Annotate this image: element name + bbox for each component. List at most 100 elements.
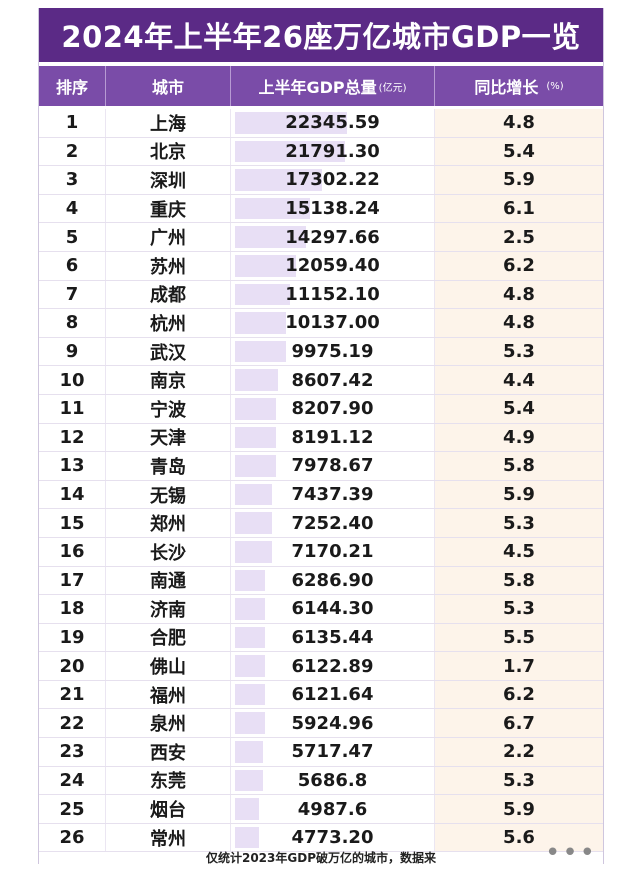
rank-cell: 14 xyxy=(39,480,106,509)
gdp-cell: 12059.40 xyxy=(231,251,435,280)
table-row: 9 武汉 9975.19 5.3 xyxy=(39,337,603,367)
gdp-value: 6144.30 xyxy=(291,598,374,620)
header-gdp: 上半年GDP总量 (亿元) xyxy=(231,66,435,106)
header-rank: 排序 xyxy=(39,66,106,106)
gdp-cell: 10137.00 xyxy=(231,309,435,337)
city-cell: 杭州 xyxy=(106,309,231,337)
rank-cell: 1 xyxy=(39,109,106,137)
gdp-cell: 14297.66 xyxy=(231,223,435,251)
gdp-bar xyxy=(235,340,286,363)
gdp-cell: 7437.39 xyxy=(231,480,435,509)
rank-cell: 24 xyxy=(39,766,106,795)
growth-cell: 4.8 xyxy=(435,280,603,309)
gdp-bar xyxy=(235,312,286,334)
table-row: 7 成都 11152.10 4.8 xyxy=(39,280,603,310)
gdp-value: 17302.22 xyxy=(285,169,380,191)
table-row: 22 泉州 5924.96 6.7 xyxy=(39,709,603,739)
gdp-value: 7170.21 xyxy=(291,541,374,563)
table-row: 14 无锡 7437.39 5.9 xyxy=(39,480,603,510)
growth-cell: 4.8 xyxy=(435,109,603,137)
header-city: 城市 xyxy=(106,66,231,106)
gdp-value: 6122.89 xyxy=(291,655,374,677)
header-rank-label: 排序 xyxy=(55,78,88,97)
city-cell: 无锡 xyxy=(106,480,231,509)
table-row: 3 深圳 17302.22 5.9 xyxy=(39,166,603,195)
city-cell: 武汉 xyxy=(106,337,231,366)
gdp-cell: 4987.6 xyxy=(231,795,435,823)
header-growth-unit: (%) xyxy=(546,80,564,92)
growth-cell: 5.8 xyxy=(435,566,603,595)
gdp-value: 6286.90 xyxy=(291,569,374,591)
gdp-value: 14297.66 xyxy=(285,226,380,248)
header-growth-label: 同比增长 xyxy=(474,78,539,97)
city-cell: 苏州 xyxy=(106,251,231,280)
gdp-bar xyxy=(235,483,272,506)
gdp-bar xyxy=(235,169,323,191)
rank-cell: 12 xyxy=(39,423,106,452)
gdp-value: 15138.24 xyxy=(285,198,380,220)
rank-cell: 9 xyxy=(39,337,106,366)
growth-cell: 5.8 xyxy=(435,452,603,480)
gdp-bar xyxy=(235,512,272,534)
gdp-value: 11152.10 xyxy=(285,283,380,305)
rank-cell: 8 xyxy=(39,309,106,337)
table-row: 12 天津 8191.12 4.9 xyxy=(39,423,603,453)
growth-cell: 5.3 xyxy=(435,766,603,795)
city-cell: 泉州 xyxy=(106,709,231,738)
gdp-cell: 8207.90 xyxy=(231,394,435,423)
gdp-bar xyxy=(235,283,290,306)
gdp-bar xyxy=(235,426,276,449)
city-cell: 南通 xyxy=(106,566,231,595)
table-row: 18 济南 6144.30 5.3 xyxy=(39,595,603,624)
gdp-cell: 8191.12 xyxy=(231,423,435,452)
rank-cell: 23 xyxy=(39,738,106,766)
gdp-table-card: 2024年上半年26座万亿城市GDP一览 排序 城市 上半年GDP总量 (亿元) … xyxy=(38,8,604,868)
table-row: 20 佛山 6122.89 1.7 xyxy=(39,652,603,681)
gdp-bar xyxy=(235,826,260,849)
growth-cell: 2.2 xyxy=(435,738,603,766)
gdp-bar xyxy=(235,140,345,163)
city-cell: 西安 xyxy=(106,738,231,766)
rank-cell: 22 xyxy=(39,709,106,738)
table-row: 21 福州 6121.64 6.2 xyxy=(39,680,603,710)
gdp-value: 6121.64 xyxy=(291,684,374,706)
gdp-cell: 6286.90 xyxy=(231,566,435,595)
gdp-cell: 7170.21 xyxy=(231,537,435,566)
table-row: 19 合肥 6135.44 5.5 xyxy=(39,623,603,653)
rank-cell: 19 xyxy=(39,623,106,652)
table-row: 25 烟台 4987.6 5.9 xyxy=(39,795,603,824)
gdp-value: 9975.19 xyxy=(291,341,374,363)
table-row: 8 杭州 10137.00 4.8 xyxy=(39,309,603,338)
city-cell: 合肥 xyxy=(106,623,231,652)
gdp-bar xyxy=(235,598,266,620)
city-cell: 重庆 xyxy=(106,194,231,223)
table-row: 15 郑州 7252.40 5.3 xyxy=(39,509,603,538)
growth-cell: 4.5 xyxy=(435,537,603,566)
city-cell: 南京 xyxy=(106,366,231,394)
gdp-bar xyxy=(235,626,266,649)
rank-cell: 7 xyxy=(39,280,106,309)
growth-cell: 5.4 xyxy=(435,137,603,166)
gdp-cell: 22345.59 xyxy=(231,109,435,137)
gdp-bar xyxy=(235,712,266,735)
rank-cell: 21 xyxy=(39,680,106,709)
gdp-cell: 7978.67 xyxy=(231,452,435,480)
table-row: 16 长沙 7170.21 4.5 xyxy=(39,537,603,567)
table-row: 26 常州 4773.20 5.6 xyxy=(39,823,603,853)
gdp-value: 7437.39 xyxy=(291,484,374,506)
city-cell: 北京 xyxy=(106,137,231,166)
city-cell: 上海 xyxy=(106,109,231,137)
city-cell: 长沙 xyxy=(106,537,231,566)
gdp-cell: 15138.24 xyxy=(231,194,435,223)
gdp-bar xyxy=(235,655,266,677)
city-cell: 福州 xyxy=(106,680,231,709)
more-dots-icon[interactable]: ••• xyxy=(544,838,597,868)
table-row: 4 重庆 15138.24 6.1 xyxy=(39,194,603,224)
table-row: 11 宁波 8207.90 5.4 xyxy=(39,394,603,424)
gdp-value: 7978.67 xyxy=(291,455,374,477)
table-row: 6 苏州 12059.40 6.2 xyxy=(39,251,603,281)
gdp-cell: 21791.30 xyxy=(231,137,435,166)
table-row: 1 上海 22345.59 4.8 xyxy=(39,109,603,138)
growth-cell: 5.3 xyxy=(435,337,603,366)
rank-cell: 4 xyxy=(39,194,106,223)
